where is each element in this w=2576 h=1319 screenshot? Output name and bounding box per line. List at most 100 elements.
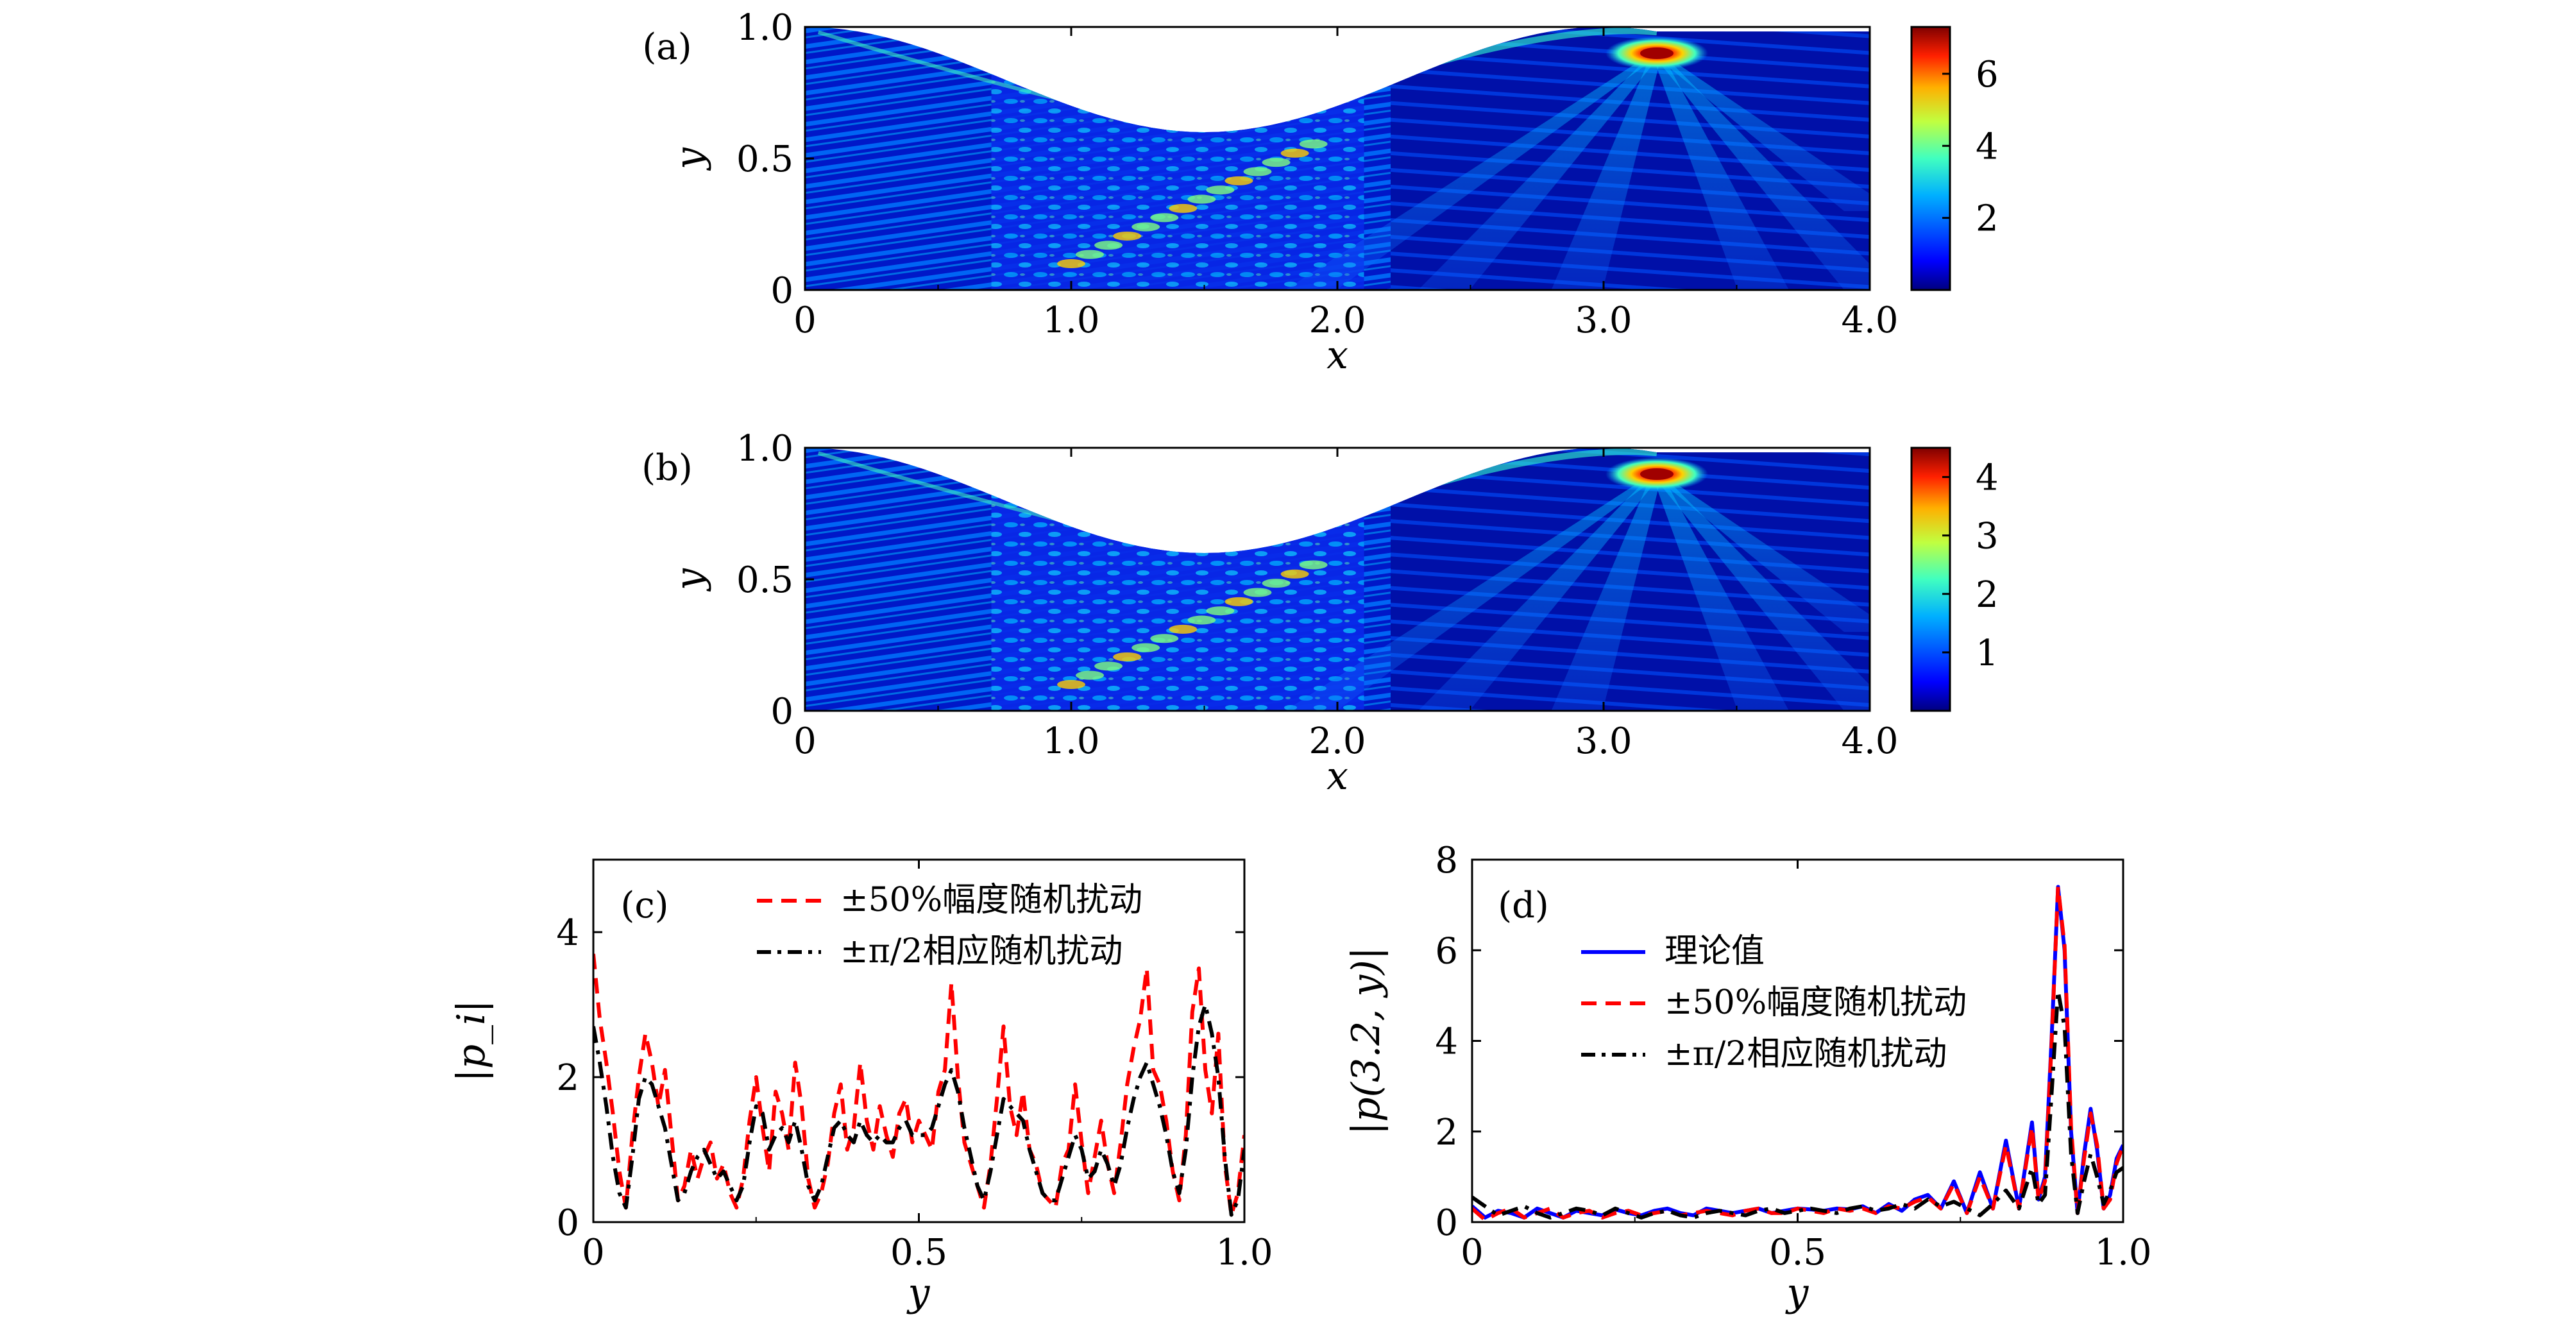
panel-label: (b): [641, 447, 693, 489]
focus-peak-core: [1640, 47, 1674, 59]
legend-label: ±50%幅度随机扰动: [840, 881, 1142, 919]
x-tick-label: 3.0: [1575, 300, 1632, 341]
plot-area: [1472, 885, 2123, 1222]
x-tick-label: 0: [1461, 1232, 1484, 1273]
x-tick-label: 2.0: [1309, 720, 1366, 762]
legend-label: ±π/2相应随机扰动: [840, 932, 1123, 971]
y-tick-label: 4: [556, 912, 579, 954]
line-panel-d: 0 0.5 1.0 0 2 4 6 8 y |p(3.2, y)| (d) 理论值 ±50%幅度随机扰动…: [1344, 840, 2152, 1315]
legend-label: ±π/2相应随机扰动: [1665, 1035, 1947, 1073]
hot-spot: [1187, 194, 1216, 204]
y-axis-label: y: [667, 147, 712, 171]
y-tick-label: 4: [1435, 1021, 1458, 1063]
y-axis-label: |p(3.2, y)|: [1344, 947, 1389, 1135]
colorbar: [1910, 447, 1951, 712]
y-tick-label: 0: [770, 270, 793, 312]
hot-spot: [1131, 643, 1160, 652]
focus-beam: [1652, 474, 1870, 632]
x-tick-label: 0.5: [890, 1232, 947, 1273]
focus-peak-core: [1640, 468, 1674, 480]
x-axis-label: x: [1326, 333, 1348, 378]
series-line-1: [593, 953, 1244, 1217]
plot-area: [593, 953, 1244, 1217]
y-axis-label: y: [667, 568, 712, 592]
y-tick-label: 1.0: [736, 428, 793, 470]
colorbar: [1910, 26, 1951, 291]
hot-spot: [1094, 241, 1123, 250]
colorbar-tick-label: 6: [1976, 54, 1999, 96]
focus-beam: [1652, 53, 1870, 211]
hot-spot: [1113, 652, 1142, 661]
x-tick-label: 4.0: [1841, 300, 1898, 341]
heatmap-panel-a: 0 1.0 2.0 3.0 4.0 0 0.5 1.0 x y (a) 2 4 6: [642, 7, 1998, 378]
x-tick-label: 1.0: [2094, 1232, 2151, 1273]
y-tick-label: 0: [1435, 1202, 1458, 1244]
x-tick-label: 3.0: [1575, 720, 1632, 762]
x-tick-label: 1.0: [1042, 300, 1099, 341]
interference-region: [991, 27, 1364, 290]
heatmap-panel-b: 0 1.0 2.0 3.0 4.0 0 0.5 1.0 x y (b) 1 2 3 4: [641, 428, 1998, 799]
y-tick-label: 6: [1435, 930, 1458, 972]
hot-spot: [1131, 222, 1160, 232]
hot-spot: [1150, 634, 1179, 643]
hot-spot: [1299, 139, 1328, 149]
hot-spot: [1094, 661, 1123, 671]
y-tick-label: 0: [770, 691, 793, 733]
focus-beam: [1285, 53, 1662, 290]
hot-spot: [1299, 560, 1328, 570]
hot-spot: [1243, 167, 1272, 176]
legend-label: ±50%幅度随机扰动: [1665, 983, 1967, 1022]
x-axis-label: y: [906, 1270, 931, 1315]
focus-beam: [1418, 474, 1662, 711]
colorbar-tick-label: 2: [1976, 198, 1999, 240]
focus-beam: [1652, 474, 1870, 711]
x-tick-label: 2.0: [1309, 300, 1366, 341]
focus-beam: [1652, 53, 1870, 290]
x-tick-label: 0: [582, 1232, 605, 1273]
hot-spot: [1187, 615, 1216, 625]
heatmap-field: [805, 448, 1870, 711]
colorbar-tick-label: 4: [1976, 126, 1999, 167]
hot-spot: [1206, 606, 1235, 616]
x-tick-label: 0.5: [1769, 1232, 1826, 1273]
heatmap-field: [805, 27, 1870, 290]
hot-spot: [1280, 569, 1309, 579]
panel-label: (a): [642, 26, 691, 68]
panel-label: (d): [1498, 885, 1549, 926]
colorbar-tick-label: 2: [1976, 574, 1999, 616]
hot-spot: [1150, 213, 1179, 223]
x-tick-label: 1.0: [1216, 1232, 1273, 1273]
hot-spot: [1224, 176, 1253, 185]
focus-beam: [1551, 53, 1662, 290]
x-tick-label: 4.0: [1841, 720, 1898, 762]
hot-spot: [1057, 259, 1085, 268]
y-tick-label: 0: [556, 1202, 579, 1244]
focus-beam: [1285, 474, 1662, 711]
hot-spot: [1262, 158, 1291, 167]
x-tick-label: 1.0: [1042, 720, 1099, 762]
hot-spot: [1280, 148, 1309, 158]
hot-spot: [1076, 250, 1105, 259]
panel-label: (c): [620, 885, 668, 926]
y-tick-label: 1.0: [736, 7, 793, 49]
y-tick-label: 0.5: [736, 139, 793, 180]
focus-beam: [1551, 474, 1662, 711]
hot-spot: [1169, 624, 1198, 634]
hot-spot: [1057, 680, 1085, 689]
colorbar-tick-label: 3: [1976, 516, 1999, 557]
y-tick-label: 8: [1435, 840, 1458, 881]
series-line-2: [1472, 885, 2123, 1222]
hot-spot: [1076, 670, 1105, 680]
y-tick-label: 0.5: [736, 559, 793, 601]
colorbar-tick-label: 4: [1976, 457, 1999, 499]
interference-region: [991, 448, 1364, 711]
focus-beam: [1418, 53, 1662, 290]
x-tick-label: 0: [793, 720, 817, 762]
hot-spot: [1113, 231, 1142, 241]
x-tick-label: 0: [793, 300, 817, 341]
focus-beam: [1652, 53, 1789, 290]
y-tick-label: 2: [556, 1057, 579, 1099]
colorbar-tick-label: 1: [1976, 633, 1999, 674]
focus-beam: [1652, 474, 1789, 711]
